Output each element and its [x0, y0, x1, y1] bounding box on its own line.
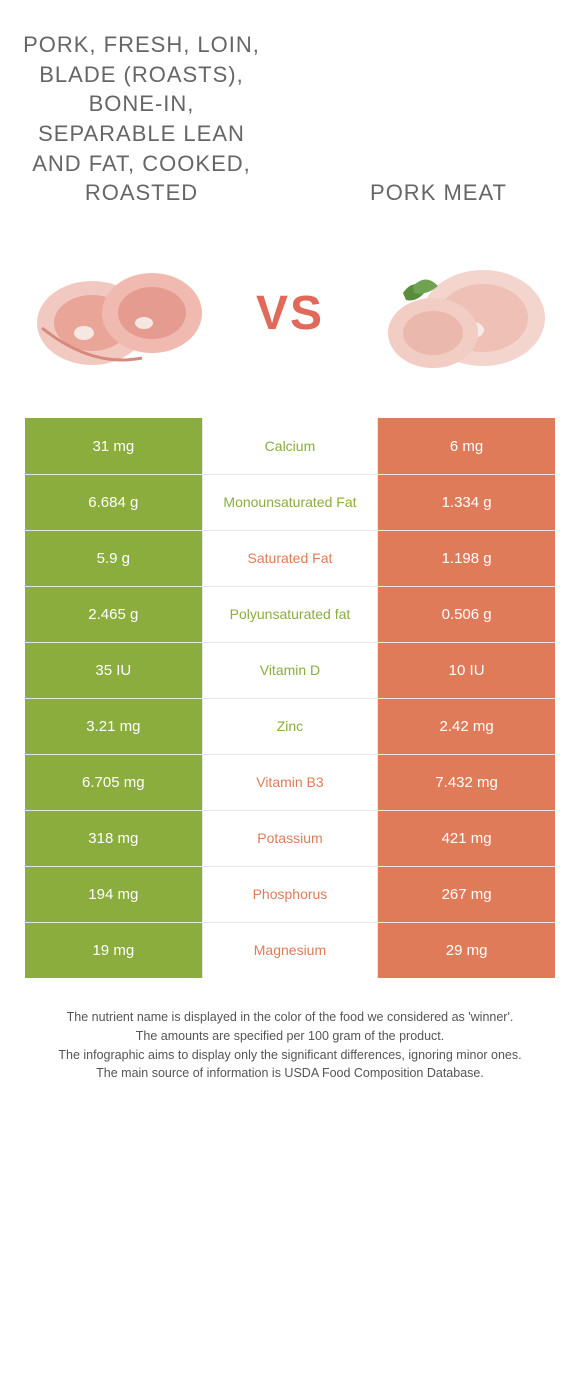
- right-value: 6 mg: [378, 418, 555, 474]
- nutrient-name: Monounsaturated Fat: [202, 474, 379, 530]
- pork-meat-icon: [346, 238, 570, 388]
- footer-line: The infographic aims to display only the…: [20, 1046, 560, 1065]
- table-row: 31 mg Calcium 6 mg: [25, 418, 555, 474]
- right-value: 267 mg: [378, 866, 555, 922]
- left-value: 318 mg: [25, 810, 202, 866]
- nutrient-name: Phosphorus: [202, 866, 379, 922]
- right-value: 421 mg: [378, 810, 555, 866]
- right-food-title: PORK MEAT: [317, 178, 560, 208]
- left-value: 3.21 mg: [25, 698, 202, 754]
- left-value: 2.465 g: [25, 586, 202, 642]
- left-value: 5.9 g: [25, 530, 202, 586]
- nutrient-name: Vitamin D: [202, 642, 379, 698]
- pork-loin-icon: [10, 238, 234, 388]
- left-value: 31 mg: [25, 418, 202, 474]
- right-value: 2.42 mg: [378, 698, 555, 754]
- right-value: 1.198 g: [378, 530, 555, 586]
- nutrient-name: Saturated Fat: [202, 530, 379, 586]
- vs-label: VS: [256, 286, 324, 341]
- nutrient-name: Magnesium: [202, 922, 379, 978]
- table-row: 6.684 g Monounsaturated Fat 1.334 g: [25, 474, 555, 530]
- table-row: 6.705 mg Vitamin B3 7.432 mg: [25, 754, 555, 810]
- nutrient-name: Potassium: [202, 810, 379, 866]
- right-value: 29 mg: [378, 922, 555, 978]
- right-value: 0.506 g: [378, 586, 555, 642]
- left-value: 6.705 mg: [25, 754, 202, 810]
- footer-line: The nutrient name is displayed in the co…: [20, 1008, 560, 1027]
- table-row: 19 mg Magnesium 29 mg: [25, 922, 555, 978]
- table-row: 2.465 g Polyunsaturated fat 0.506 g: [25, 586, 555, 642]
- left-food-image: [10, 238, 234, 388]
- table-row: 3.21 mg Zinc 2.42 mg: [25, 698, 555, 754]
- nutrient-name: Vitamin B3: [202, 754, 379, 810]
- table-row: 318 mg Potassium 421 mg: [25, 810, 555, 866]
- nutrient-name: Calcium: [202, 418, 379, 474]
- left-value: 35 IU: [25, 642, 202, 698]
- left-food-title: PORK, FRESH, LOIN, BLADE (ROASTS), BONE-…: [20, 30, 263, 208]
- footer-line: The amounts are specified per 100 gram o…: [20, 1027, 560, 1046]
- nutrient-name: Zinc: [202, 698, 379, 754]
- header: PORK, FRESH, LOIN, BLADE (ROASTS), BONE-…: [0, 0, 580, 218]
- left-value: 6.684 g: [25, 474, 202, 530]
- right-value: 1.334 g: [378, 474, 555, 530]
- comparison-table: 31 mg Calcium 6 mg 6.684 g Monounsaturat…: [25, 418, 555, 978]
- right-food-image: [346, 238, 570, 388]
- table-row: 194 mg Phosphorus 267 mg: [25, 866, 555, 922]
- images-row: VS: [0, 218, 580, 418]
- nutrient-name: Polyunsaturated fat: [202, 586, 379, 642]
- footer-notes: The nutrient name is displayed in the co…: [0, 978, 580, 1113]
- right-value: 10 IU: [378, 642, 555, 698]
- footer-line: The main source of information is USDA F…: [20, 1064, 560, 1083]
- left-value: 194 mg: [25, 866, 202, 922]
- table-row: 5.9 g Saturated Fat 1.198 g: [25, 530, 555, 586]
- right-value: 7.432 mg: [378, 754, 555, 810]
- left-value: 19 mg: [25, 922, 202, 978]
- table-row: 35 IU Vitamin D 10 IU: [25, 642, 555, 698]
